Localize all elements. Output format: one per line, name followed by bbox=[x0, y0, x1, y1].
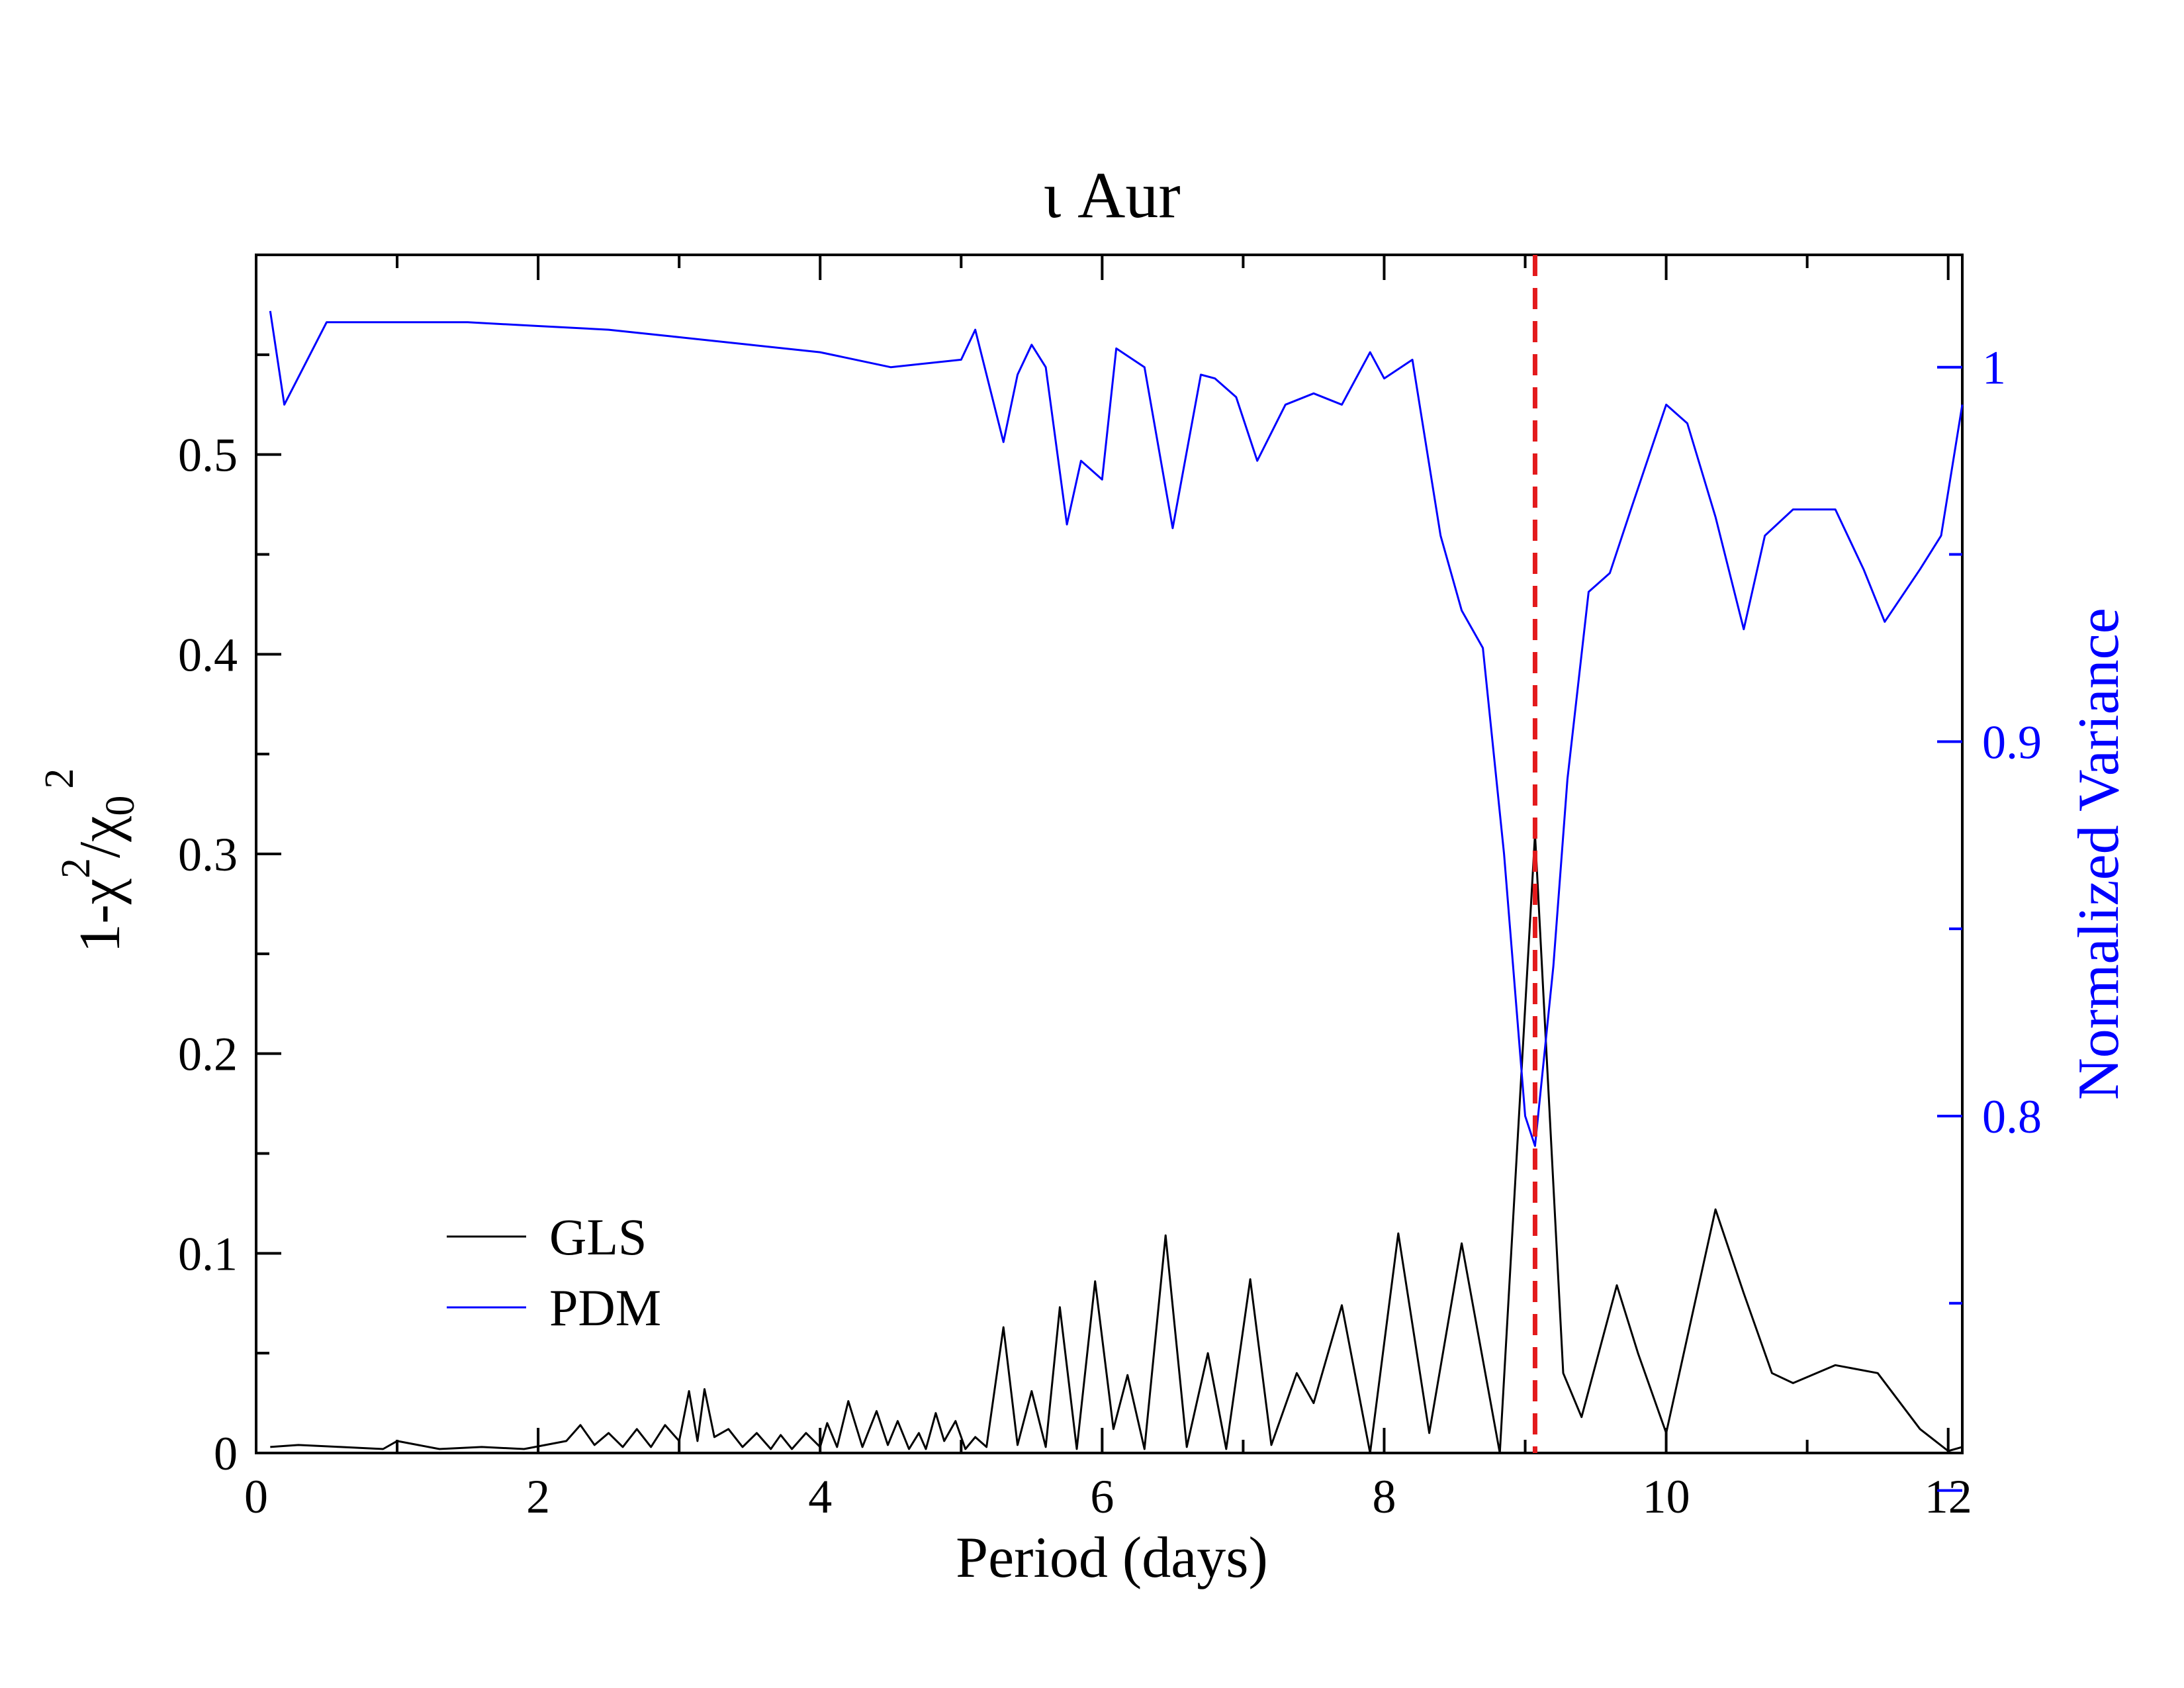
y-axis-label: 1-χ2/χ02 bbox=[37, 769, 143, 953]
plot-frame bbox=[255, 254, 1964, 1454]
x-axis: 0 2 4 6 8 10 12 bbox=[244, 255, 1972, 1523]
x-tick-label: 12 bbox=[1925, 1470, 1972, 1523]
legend-label-pdm: PDM bbox=[549, 1279, 661, 1336]
legend-label-gls: GLS bbox=[549, 1208, 647, 1266]
legend: GLS PDM bbox=[447, 1208, 661, 1336]
plot-area bbox=[255, 254, 1964, 1454]
y-axis-label-sup2: 2 bbox=[37, 769, 82, 789]
y-tick-label: 0.1 bbox=[178, 1227, 238, 1280]
y2-axis-label: Normalized Variance bbox=[2067, 608, 2131, 1100]
y-axis-left: 0 0.1 0.2 0.3 0.4 0.5 bbox=[178, 353, 281, 1480]
y-axis-label-prefix: 1-χ bbox=[68, 878, 132, 953]
y-tick-label: 0.3 bbox=[178, 828, 238, 881]
x-tick-label: 6 bbox=[1090, 1470, 1114, 1523]
gls-series-group bbox=[270, 833, 1963, 1454]
x-tick-label: 8 bbox=[1372, 1470, 1396, 1523]
y-axis-label-mid: /χ bbox=[68, 816, 132, 859]
gls-series-line bbox=[270, 833, 1963, 1454]
x-tick-label: 2 bbox=[526, 1470, 550, 1523]
x-tick-label: 10 bbox=[1643, 1470, 1690, 1523]
y-tick-label: 0.5 bbox=[178, 429, 238, 482]
x-tick-label: 0 bbox=[244, 1470, 268, 1523]
y-axis-label-sup1: 2 bbox=[54, 858, 99, 878]
y-tick-label: 0.4 bbox=[178, 628, 238, 681]
y-axis-label-sub: 0 bbox=[98, 796, 143, 816]
x-tick-label: 4 bbox=[808, 1470, 832, 1523]
y-tick-label: 0.2 bbox=[178, 1028, 238, 1081]
y2-tick-label: 0.9 bbox=[1982, 716, 2042, 769]
y2-tick-label: 0.8 bbox=[1982, 1090, 2042, 1143]
y2-tick-label: 1 bbox=[1982, 342, 2006, 395]
pdm-series-line bbox=[269, 310, 1964, 1147]
y-tick-label: 0 bbox=[214, 1427, 238, 1480]
y-axis-right: 0.8 0.9 1 bbox=[1937, 342, 2042, 1492]
x-axis-label: Period (days) bbox=[956, 1526, 1268, 1590]
chart-title: ι Aur bbox=[1043, 158, 1180, 232]
pdm-series-group bbox=[269, 310, 1964, 1147]
